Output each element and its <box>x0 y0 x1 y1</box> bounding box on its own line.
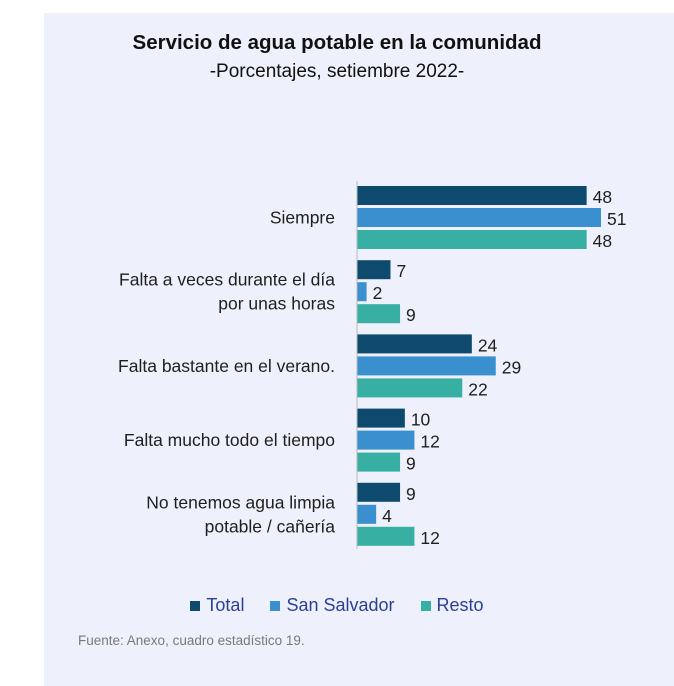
data-label: 10 <box>411 410 431 430</box>
legend-label-san-salvador: San Salvador <box>286 595 395 615</box>
data-label: 22 <box>468 379 487 399</box>
chart-legend: Total San Salvador Resto <box>0 595 674 616</box>
category-label: potable / cañería <box>205 516 336 536</box>
bar-san-salvador <box>357 430 415 450</box>
data-label: 2 <box>373 283 383 303</box>
bar-total <box>357 186 587 205</box>
data-label: 12 <box>420 432 439 452</box>
data-label: 24 <box>478 335 498 355</box>
data-label: 7 <box>396 261 406 281</box>
bar-total <box>357 482 401 502</box>
category-label: por unas horas <box>218 294 335 314</box>
category-label: Falta a veces durante el día <box>119 270 335 290</box>
category-label: Siempre <box>270 208 335 228</box>
data-label: 29 <box>502 357 521 377</box>
data-label: 4 <box>382 506 392 526</box>
bar-resto <box>357 304 401 324</box>
data-label: 9 <box>406 484 416 504</box>
data-label: 51 <box>607 209 626 229</box>
bar-resto <box>357 452 401 472</box>
data-label: 48 <box>593 231 612 251</box>
bar-resto <box>357 230 587 249</box>
source-note: Fuente: Anexo, cuadro estadístico 19. <box>78 633 305 648</box>
category-label: No tenemos agua limpia <box>146 492 335 512</box>
bar-total <box>357 260 391 280</box>
chart-subtitle: -Porcentajes, setiembre 2022- <box>209 61 465 82</box>
legend-label-resto: Resto <box>436 595 484 615</box>
legend-item-total: Total <box>190 595 244 616</box>
legend-swatch-total <box>190 600 201 611</box>
category-label: Falta mucho todo el tiempo <box>124 430 335 450</box>
bar-san-salvador <box>357 504 377 524</box>
legend-swatch-san-salvador <box>270 600 281 611</box>
legend-item-san-salvador: San Salvador <box>270 595 395 616</box>
legend-item-resto: Resto <box>420 595 484 616</box>
chart-title: Servicio de agua potable en la comunidad <box>132 31 542 54</box>
data-label: 9 <box>406 454 416 474</box>
data-label: 48 <box>593 187 612 207</box>
bar-resto <box>357 378 463 398</box>
bar-total <box>357 334 472 354</box>
bar-san-salvador <box>357 356 496 376</box>
data-label: 12 <box>420 528 439 548</box>
legend-label-total: Total <box>206 595 245 615</box>
bar-san-salvador <box>357 208 601 227</box>
category-label: Falta bastante en el verano. <box>118 356 335 376</box>
bar-resto <box>357 526 415 546</box>
bar-san-salvador <box>357 282 367 302</box>
data-label: 9 <box>406 305 416 325</box>
bar-total <box>357 408 405 428</box>
legend-swatch-resto <box>420 600 431 611</box>
